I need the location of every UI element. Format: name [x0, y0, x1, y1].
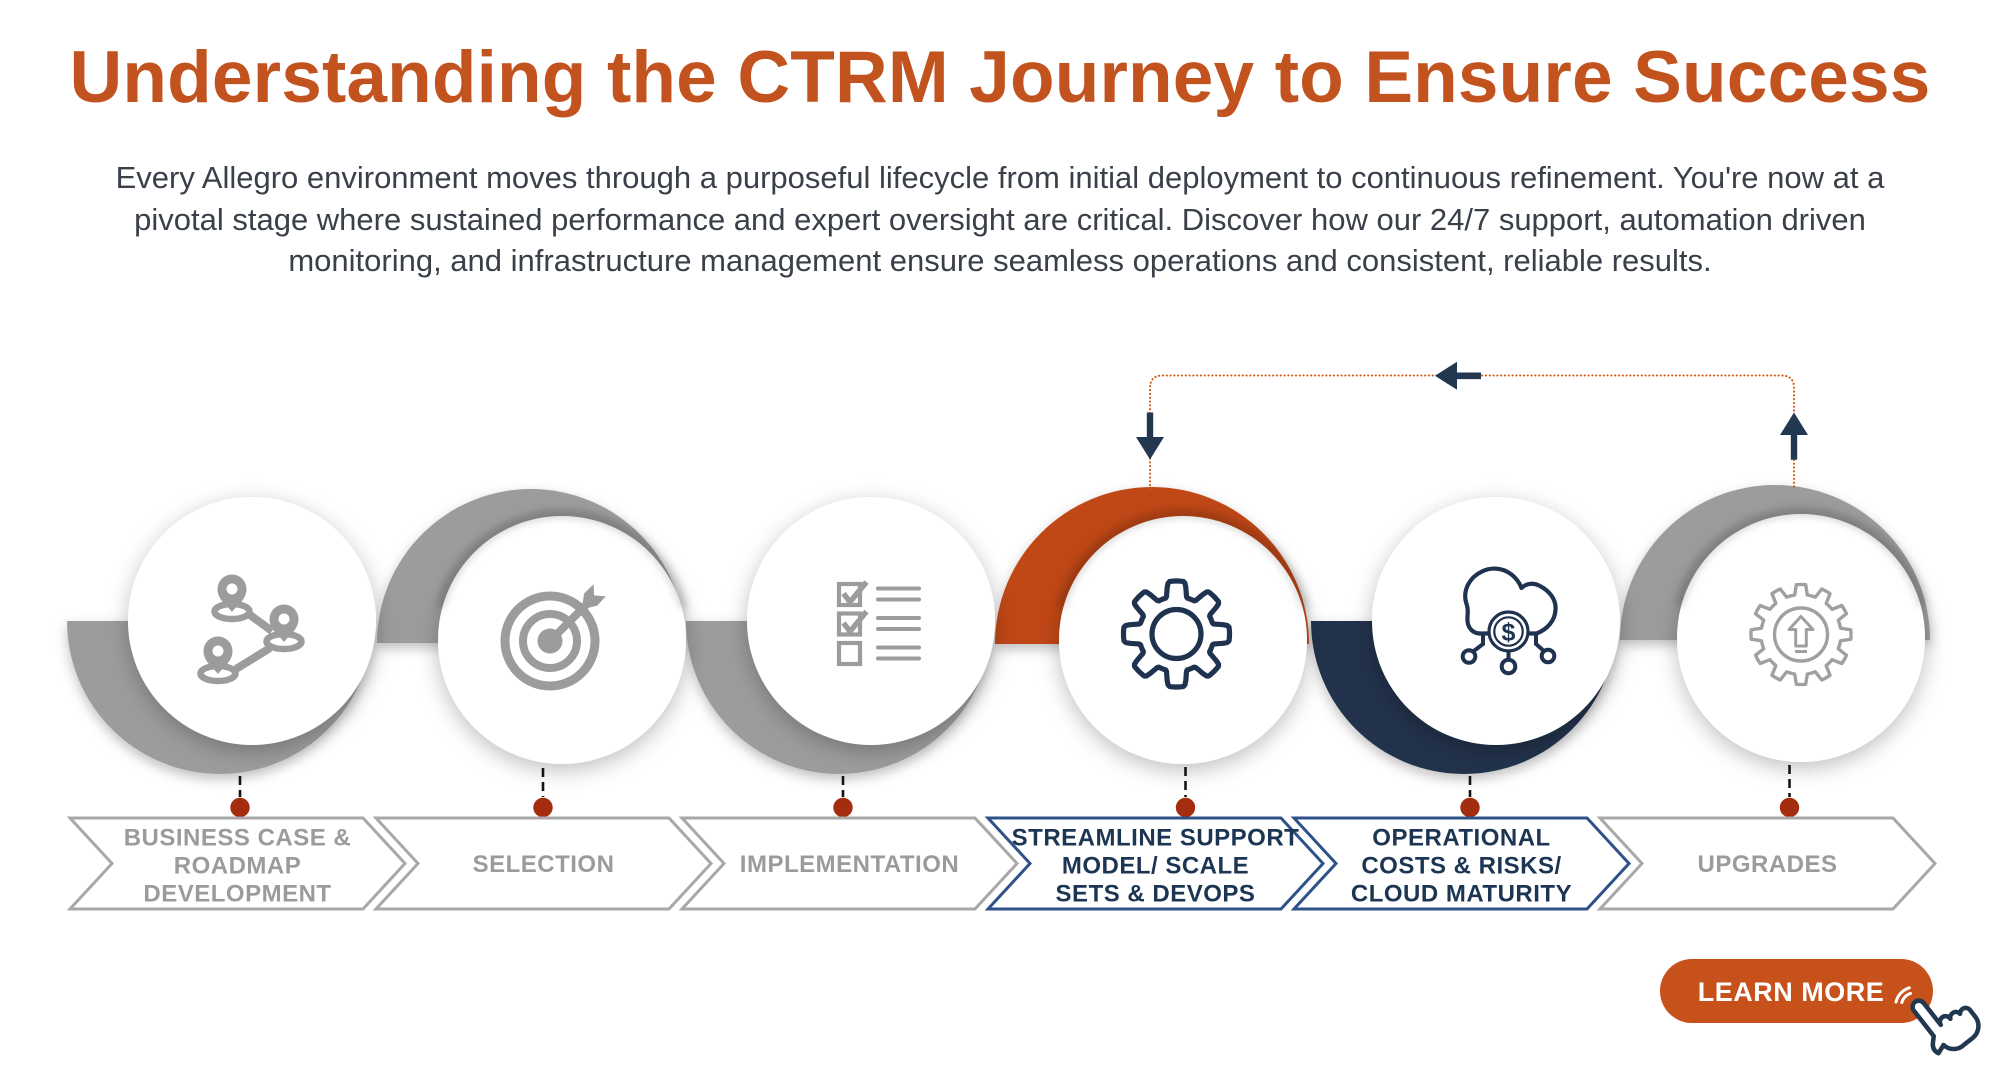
svg-text:DEVELOPMENT: DEVELOPMENT	[143, 881, 331, 908]
svg-text:COSTS & RISKS/: COSTS & RISKS/	[1361, 853, 1561, 880]
svg-text:$: $	[1502, 619, 1516, 647]
svg-text:IMPLEMENTATION: IMPLEMENTATION	[740, 851, 959, 878]
svg-text:LEARN MORE: LEARN MORE	[1698, 977, 1885, 1007]
svg-text:ROADMAP: ROADMAP	[174, 853, 302, 880]
svg-text:MODEL/ SCALE: MODEL/ SCALE	[1062, 853, 1249, 880]
svg-text:SELECTION: SELECTION	[473, 851, 615, 878]
svg-text:BUSINESS CASE &: BUSINESS CASE &	[124, 825, 352, 852]
svg-text:SETS & DEVOPS: SETS & DEVOPS	[1056, 881, 1256, 908]
svg-text:OPERATIONAL: OPERATIONAL	[1372, 825, 1550, 852]
svg-text:STREAMLINE SUPPORT: STREAMLINE SUPPORT	[1012, 825, 1300, 852]
svg-text:UPGRADES: UPGRADES	[1697, 851, 1837, 878]
svg-text:CLOUD MATURITY: CLOUD MATURITY	[1351, 881, 1572, 908]
